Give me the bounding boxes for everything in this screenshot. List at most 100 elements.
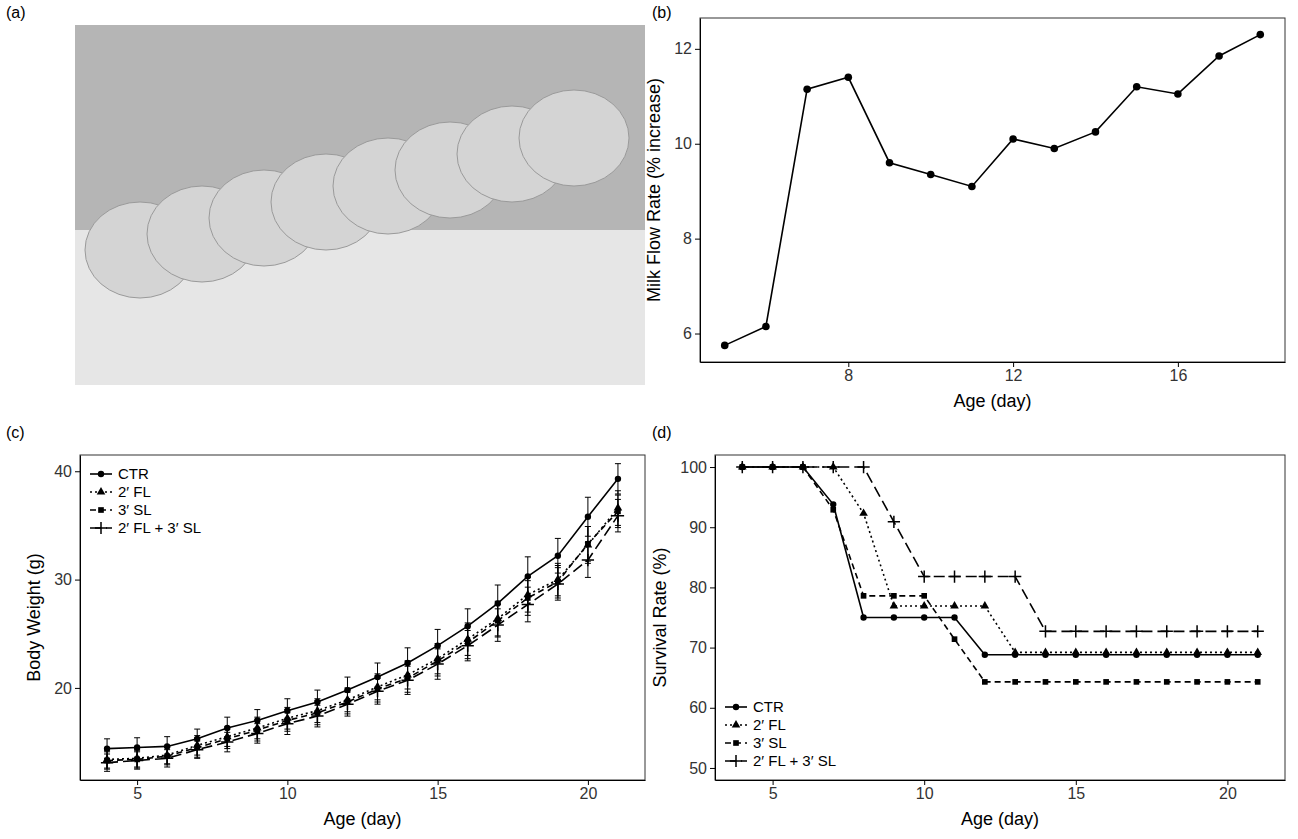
- x-tick: 10: [916, 780, 934, 802]
- marker: [191, 744, 203, 756]
- marker: [1012, 679, 1018, 685]
- marker: [948, 570, 960, 582]
- marker: [1100, 625, 1112, 637]
- y-tick-label: 30: [54, 571, 72, 588]
- marker: [555, 553, 561, 559]
- y-tick-mark: [710, 467, 715, 468]
- y-axis: 5060708090100: [680, 456, 715, 781]
- marker: [1225, 679, 1231, 685]
- error-bar-cap: [615, 499, 621, 500]
- x-axis-title: Age (day): [323, 809, 401, 829]
- error-bar-cap: [314, 700, 320, 701]
- marker: [251, 727, 263, 739]
- marker: [1102, 647, 1111, 654]
- y-tick-mark: [710, 708, 715, 709]
- marker: [1174, 90, 1182, 98]
- marker: [552, 578, 564, 590]
- x-tick: 5: [133, 780, 142, 802]
- y-tick-mark: [710, 587, 715, 588]
- x-tick-label: 10: [279, 785, 297, 802]
- series-line: [107, 508, 618, 759]
- marker: [1011, 647, 1020, 654]
- error-bar-cap: [615, 490, 621, 491]
- legend-marker: [730, 755, 742, 767]
- y-tick-label: 10: [674, 135, 692, 152]
- marker: [797, 461, 809, 473]
- error-bar-cap: [495, 601, 501, 602]
- y-tick-label: 20: [54, 680, 72, 697]
- marker: [1009, 135, 1017, 143]
- error-bar-cap: [465, 630, 471, 631]
- x-tick-mark: [287, 780, 288, 785]
- x-tick-label: 5: [133, 785, 142, 802]
- error-bar-cap: [314, 705, 320, 706]
- marker: [1130, 625, 1142, 637]
- legend-entry: 2′ FL: [90, 483, 151, 500]
- marker: [951, 614, 957, 620]
- series-line: [742, 467, 1257, 652]
- marker: [221, 736, 233, 748]
- error-bar-cap: [344, 716, 350, 717]
- error-bar: [615, 464, 621, 494]
- y-tick-mark: [75, 688, 80, 689]
- y-tick-mark: [710, 768, 715, 769]
- photo-background: [75, 25, 645, 385]
- error-bar-cap: [555, 563, 561, 564]
- legend-marker: [98, 471, 104, 477]
- panel-label: (b): [652, 4, 672, 21]
- error-bar-cap: [465, 660, 471, 661]
- x-axis-title: Age (day): [953, 391, 1031, 411]
- y-tick-label: 100: [680, 459, 707, 476]
- x-tick-mark: [848, 362, 849, 367]
- marker: [1103, 679, 1109, 685]
- marker: [615, 476, 621, 482]
- error-bar-cap: [194, 741, 200, 742]
- y-tick-mark: [710, 648, 715, 649]
- error-bar-cap: [495, 585, 501, 586]
- marker: [161, 752, 173, 764]
- marker: [736, 461, 748, 473]
- marker: [888, 516, 900, 528]
- marker: [886, 159, 894, 167]
- panel-label: (d): [652, 424, 672, 441]
- x-tick-mark: [1178, 362, 1179, 367]
- marker: [890, 601, 899, 608]
- y-tick: 40: [54, 463, 80, 480]
- marker: [918, 570, 930, 582]
- legend-label: 3′ SL: [753, 734, 787, 751]
- marker: [861, 593, 867, 599]
- x-tick-label: 12: [1005, 367, 1023, 384]
- x-tick-label: 15: [429, 785, 447, 802]
- marker: [927, 171, 935, 179]
- marker: [952, 636, 958, 642]
- panel-label: (c): [6, 424, 25, 441]
- photo-shape: [519, 90, 629, 186]
- legend-label: 2′ FL + 3′ SL: [753, 752, 836, 769]
- legend-entry: 3′ SL: [90, 501, 152, 518]
- y-axis-line: [80, 456, 81, 781]
- error-bar-cap: [194, 729, 200, 730]
- marker: [803, 85, 811, 93]
- series-line: [725, 35, 1261, 346]
- error-bar-cap: [555, 567, 561, 568]
- legend-marker: [98, 507, 104, 513]
- plot-frame: [715, 455, 1285, 780]
- marker: [582, 554, 594, 566]
- error-bar-cap: [164, 747, 170, 748]
- marker: [721, 342, 729, 350]
- x-tick-mark: [137, 780, 138, 785]
- x-tick-mark: [588, 780, 589, 785]
- x-tick-label: 20: [580, 785, 598, 802]
- y-tick: 20: [54, 680, 80, 697]
- error-bar-cap: [585, 526, 591, 527]
- marker: [1256, 31, 1264, 39]
- marker: [1070, 625, 1082, 637]
- y-tick-mark: [695, 334, 700, 335]
- marker: [492, 619, 504, 631]
- x-tick: 20: [1219, 780, 1237, 802]
- error-bar-cap: [104, 754, 110, 755]
- marker: [921, 614, 927, 620]
- error-bar-cap: [224, 717, 230, 718]
- error-bar-cap: [465, 608, 471, 609]
- legend-marker: [733, 704, 739, 710]
